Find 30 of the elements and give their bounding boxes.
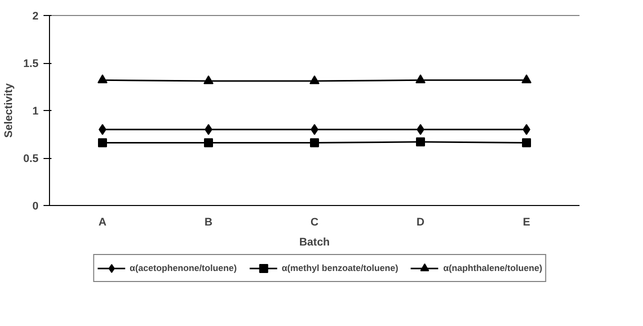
point bbox=[416, 124, 424, 135]
point bbox=[522, 124, 530, 135]
x-tick-label: A bbox=[98, 216, 107, 228]
point bbox=[204, 138, 213, 148]
point bbox=[310, 138, 319, 148]
y-tick-label: 1 bbox=[32, 106, 39, 118]
y-axis-title: Selectivity bbox=[3, 82, 16, 138]
point bbox=[310, 124, 318, 135]
y-tick-label: 1.5 bbox=[23, 58, 39, 70]
x-tick-label: C bbox=[310, 216, 319, 228]
point bbox=[98, 124, 106, 135]
point bbox=[416, 137, 425, 146]
point bbox=[204, 124, 212, 135]
point bbox=[310, 75, 320, 84]
legend-label: α(methyl benzoate/toluene) bbox=[282, 263, 398, 273]
point bbox=[522, 74, 532, 84]
point bbox=[204, 75, 214, 84]
y-tick-label: 0.5 bbox=[23, 153, 39, 165]
x-axis-title: Batch bbox=[299, 236, 330, 248]
x-tick-label: B bbox=[204, 216, 213, 228]
x-tick-label: D bbox=[416, 216, 425, 228]
point bbox=[522, 138, 531, 148]
point bbox=[98, 74, 108, 84]
y-tick-label: 0 bbox=[32, 200, 39, 212]
legend-label: α(naphthalene/toluene) bbox=[443, 263, 542, 273]
x-tick-label: E bbox=[522, 216, 530, 228]
point bbox=[98, 138, 107, 148]
legend-label: α(acetophenone/toluene) bbox=[130, 263, 237, 273]
y-tick-label: 2 bbox=[32, 10, 39, 22]
point bbox=[416, 74, 426, 84]
